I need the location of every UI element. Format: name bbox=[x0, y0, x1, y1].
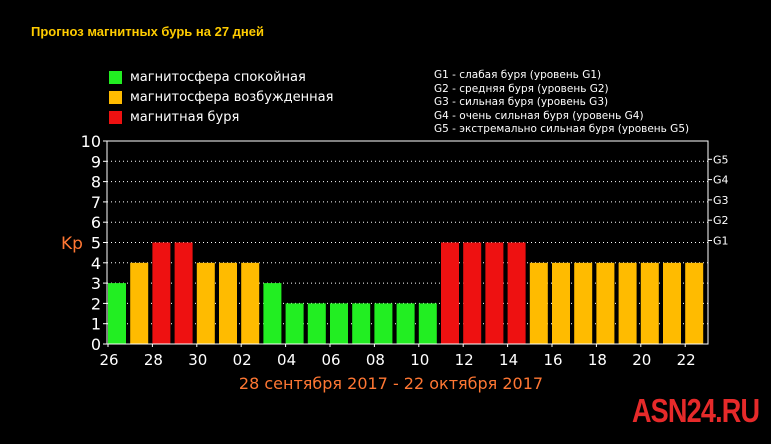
x-tick-label: 16 bbox=[543, 351, 562, 369]
x-tick-label: 08 bbox=[366, 351, 385, 369]
g-tick-label: G2 bbox=[713, 214, 729, 227]
x-tick-label: 20 bbox=[632, 351, 651, 369]
y-tick-label: 9 bbox=[91, 152, 101, 171]
bar-storm bbox=[441, 242, 459, 344]
bar-active bbox=[618, 262, 637, 344]
y-tick-label: 3 bbox=[91, 274, 101, 293]
bar-quiet bbox=[263, 283, 282, 344]
g-tick-label: G5 bbox=[713, 153, 729, 166]
y-tick-label: 1 bbox=[91, 315, 101, 334]
bar-active bbox=[219, 262, 237, 344]
legend-label-quiet: магнитосфера спокойная bbox=[130, 70, 306, 85]
y-tick-label: 8 bbox=[91, 173, 101, 192]
x-tick-label: 06 bbox=[321, 351, 340, 369]
legend-item-quiet: магнитосфера спокойная bbox=[109, 69, 306, 86]
x-tick-label: 12 bbox=[455, 351, 474, 369]
bar-active bbox=[529, 262, 548, 344]
date-range-label: 28 сентября 2017 - 22 октября 2017 bbox=[239, 374, 543, 393]
bar-storm bbox=[463, 242, 482, 344]
bar-active bbox=[574, 262, 593, 344]
g-tick-label: G3 bbox=[713, 194, 729, 207]
legend-item-active: магнитосфера возбужденная bbox=[109, 89, 333, 106]
g-legend-g3: G3 - сильная буря (уровень G3) bbox=[434, 96, 609, 108]
y-tick-label: 0 bbox=[91, 335, 101, 354]
g-legend-g1: G1 - слабая буря (уровень G1) bbox=[434, 69, 602, 81]
bar-quiet bbox=[285, 303, 304, 344]
legend-swatch-quiet bbox=[109, 71, 122, 84]
bar-quiet bbox=[396, 303, 415, 344]
y-tick-label: 7 bbox=[91, 193, 101, 212]
bar-storm bbox=[507, 242, 526, 344]
legend-swatch-active bbox=[109, 91, 122, 104]
legend-label-storm: магнитная буря bbox=[130, 110, 240, 125]
bar-quiet bbox=[352, 303, 371, 344]
bar-active bbox=[241, 262, 260, 344]
bar-quiet bbox=[108, 283, 126, 344]
x-tick-label: 18 bbox=[588, 351, 607, 369]
g-legend-g2: G2 - средняя буря (уровень G2) bbox=[434, 82, 609, 95]
y-axis-label: Kp bbox=[61, 234, 83, 254]
x-tick-label: 10 bbox=[410, 351, 429, 369]
g-level-legend: G1 - слабая буря (уровень G1) G2 - средн… bbox=[434, 69, 689, 137]
bar-active bbox=[685, 262, 704, 344]
bar-storm bbox=[152, 242, 171, 344]
g-legend-g5: G5 - экстремально сильная буря (уровень … bbox=[434, 123, 690, 135]
bar-active bbox=[130, 262, 149, 344]
x-tick-label: 28 bbox=[144, 351, 163, 369]
bar-storm bbox=[485, 242, 504, 344]
g-tick-label: G1 bbox=[713, 235, 729, 248]
bar-active bbox=[196, 262, 215, 344]
bar-quiet bbox=[418, 303, 437, 344]
legend-swatch-storm bbox=[109, 111, 122, 124]
y-tick-label: 10 bbox=[81, 132, 101, 151]
x-tick-label: 22 bbox=[677, 351, 696, 369]
y-tick-label: 2 bbox=[91, 294, 101, 313]
g-tick-label: G4 bbox=[713, 174, 729, 187]
watermark-logo: ASN24.RU bbox=[631, 392, 760, 429]
legend-label-active: магнитосфера возбужденная bbox=[130, 90, 334, 105]
x-tick-label: 14 bbox=[499, 351, 518, 369]
bar-active bbox=[640, 262, 659, 344]
y-tick-label: 6 bbox=[91, 213, 101, 232]
page-title: Прогноз магнитных бурь на 27 дней bbox=[31, 24, 264, 39]
bar-quiet bbox=[307, 303, 326, 344]
bar-active bbox=[552, 262, 570, 344]
x-tick-label: 30 bbox=[188, 351, 207, 369]
x-tick-label: 26 bbox=[99, 351, 118, 369]
g-legend-g4: G4 - очень сильная буря (уровень G4) bbox=[434, 109, 644, 122]
y-tick-label: 5 bbox=[91, 234, 101, 253]
bar-quiet bbox=[374, 303, 393, 344]
x-tick-label: 04 bbox=[277, 351, 296, 369]
legend-item-storm: магнитная буря bbox=[109, 109, 239, 126]
bar-storm bbox=[174, 242, 193, 344]
bar-quiet bbox=[330, 303, 348, 344]
y-tick-label: 4 bbox=[91, 254, 101, 273]
bar-active bbox=[596, 262, 615, 344]
bar-active bbox=[663, 262, 681, 344]
x-tick-label: 02 bbox=[233, 351, 252, 369]
